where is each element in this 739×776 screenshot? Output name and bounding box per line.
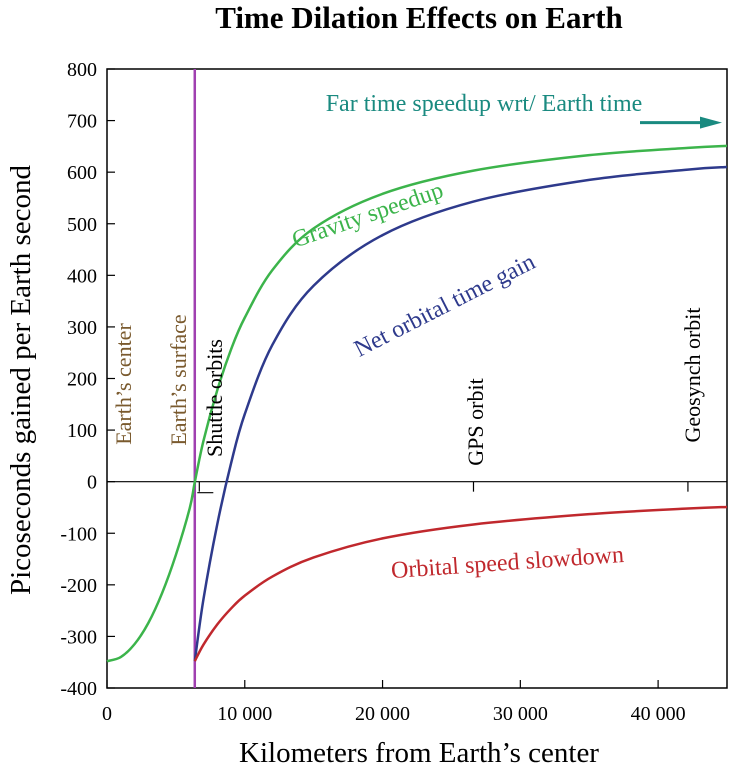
x-tick-label: 0 [102,703,112,725]
x-tick-label: 10 000 [217,703,272,725]
y-tick-label: -200 [60,575,97,597]
y-tick-label: 400 [67,265,97,287]
x-tick-label: 40 000 [631,703,686,725]
y-tick-label: 800 [67,59,97,81]
series-line-gravity-speedup [106,144,728,663]
annotation-arrow-head [700,116,722,129]
right-arrow-icon [640,116,722,129]
gravity-speedup-label: Gravity speedup [289,177,447,253]
y-tick-label: 200 [67,369,97,391]
y-tick-label: -100 [60,523,97,545]
y-tick-label: 700 [67,111,97,133]
series-line-net-orbital-time-gain [193,165,728,662]
plot-area: 800 700 600 500 400 300 200 100 0 -100 -200 -300 -40… [60,59,728,725]
chart-title: Time Dilation Effects on Earth [215,0,623,35]
y-tick-label: 300 [67,317,97,339]
y-tick-label: -300 [60,626,97,648]
far-time-speedup-annotation: Far time speedup wrt/ Earth time [326,91,643,117]
x-tick-label: 30 000 [493,703,548,725]
marker-geosynch-orbit: Geosynch orbit [680,307,705,442]
y-tick-label: 500 [67,214,97,236]
marker-shuttle-orbits: Shuttle orbits [202,339,227,457]
y-tick-label: -400 [60,678,97,700]
net-orbital-time-gain-label: Net orbital time gain [350,249,539,363]
marker-gps-orbit: GPS orbit [463,378,488,465]
y-tick-label: 100 [67,420,97,442]
series-line-orbital-speed-slowdown [193,505,728,662]
plot-frame [106,68,728,689]
y-tick-label: 600 [67,162,97,184]
marker-earth-center: Earth’s center [111,323,136,445]
orbital-speed-slowdown-label: Orbital speed slowdown [390,542,625,584]
x-tick-label: 20 000 [355,703,410,725]
y-axis-label: Picoseconds gained per Earth second [5,164,37,595]
x-axis-label: Kilometers from Earth’s center [239,737,599,769]
y-tick-label: 0 [87,472,97,494]
marker-earth-surface: Earth’s surface [166,314,191,445]
